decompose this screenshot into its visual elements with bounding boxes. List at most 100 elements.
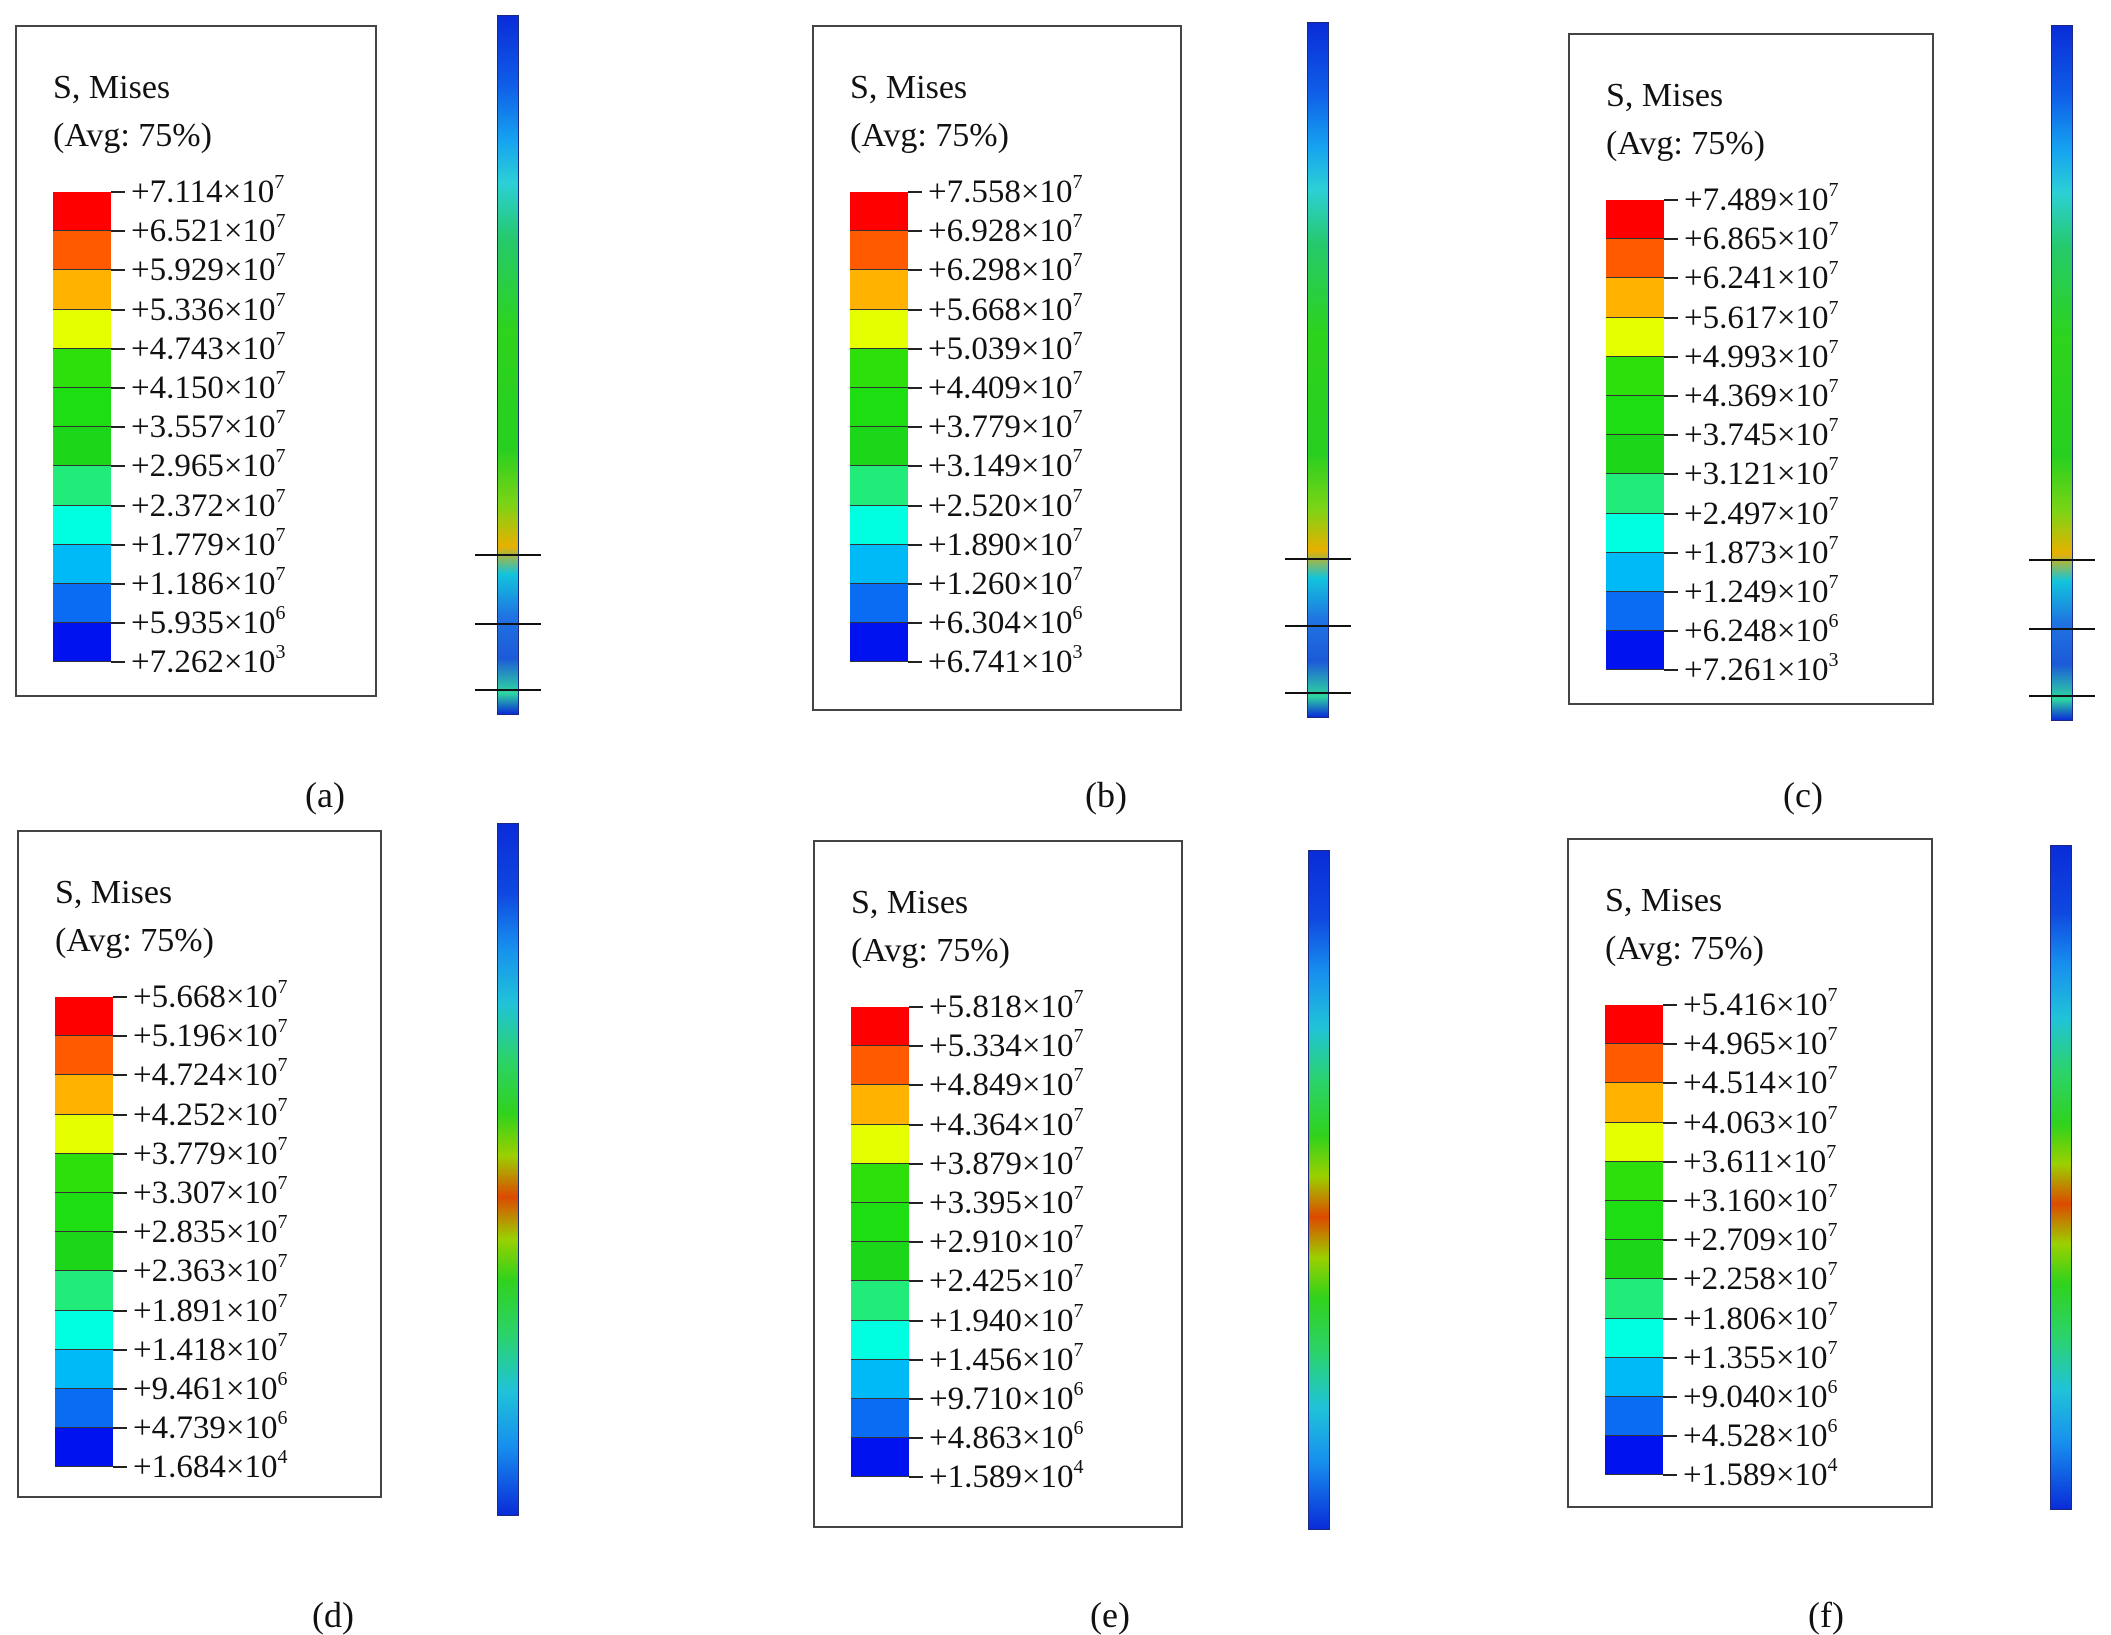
- legend-value-label: +4.993×107: [1684, 335, 1839, 375]
- legend-value-label: +3.307×107: [133, 1172, 288, 1211]
- legend-tick: [1664, 434, 1678, 437]
- color-swatch: [55, 1271, 113, 1311]
- legend-value-label: +5.929×107: [131, 249, 286, 289]
- legend-title: S, Mises: [1605, 882, 1723, 919]
- color-swatch: [53, 427, 111, 467]
- legend-tick: [909, 1045, 923, 1048]
- color-swatch: [1606, 278, 1664, 318]
- legend-value-label: +4.528×106: [1683, 1415, 1838, 1455]
- section-line: [475, 622, 541, 625]
- panel-caption: (d): [312, 1595, 354, 1635]
- legend-tick: [1663, 1317, 1677, 1320]
- section-line: [2029, 558, 2095, 561]
- legend-value-label: +6.248×106: [1684, 610, 1839, 650]
- legend-value-label: +2.425×107: [929, 1260, 1084, 1300]
- color-swatch: [851, 1203, 909, 1243]
- color-swatch: [1605, 1044, 1663, 1084]
- legend-box: S, Mises (Avg: 75%) +5.668×107 +5.196×107 +4…: [17, 830, 382, 1498]
- color-swatch: [1606, 435, 1664, 475]
- legend-tick: [113, 1152, 127, 1155]
- color-swatch: [1606, 200, 1664, 240]
- color-swatch: [1605, 1240, 1663, 1280]
- color-swatch: [851, 1399, 909, 1439]
- color-swatch: [850, 348, 908, 388]
- color-swatch: [53, 270, 111, 310]
- legend-value-label: +5.334×107: [929, 1025, 1084, 1065]
- legend-value-label: +1.940×107: [929, 1299, 1084, 1339]
- legend-tick: [1663, 1121, 1677, 1124]
- legend-value-label: +1.418×107: [133, 1328, 288, 1368]
- color-swatch: [1606, 317, 1664, 357]
- legend-tick: [909, 1437, 923, 1440]
- legend-tick: [1663, 1160, 1677, 1163]
- legend-value-label: +6.928×107: [928, 210, 1083, 250]
- legend-value-label: +1.890×107: [928, 523, 1083, 563]
- legend-title: S, Mises: [850, 69, 968, 106]
- legend-value-label: +9.710×106: [929, 1378, 1084, 1417]
- legend-value-label: +2.363×107: [133, 1250, 288, 1290]
- legend-tick: [1664, 316, 1678, 319]
- legend-value-label: +4.063×107: [1683, 1101, 1838, 1141]
- legend-tick: [111, 269, 125, 272]
- color-swatch: [1606, 356, 1664, 396]
- legend-tick: [909, 1476, 923, 1479]
- legend-tick: [908, 504, 922, 507]
- legend-value-label: +3.395×107: [929, 1182, 1084, 1221]
- legend-subtitle: (Avg: 75%): [851, 932, 1010, 969]
- color-swatch: [53, 231, 111, 271]
- legend-tick: [113, 1231, 127, 1234]
- legend-tick: [909, 1123, 923, 1126]
- color-bar: [1606, 200, 1664, 671]
- legend-tick: [908, 661, 922, 664]
- section-line: [1285, 557, 1351, 560]
- legend-value-label: +4.409×107: [928, 367, 1083, 406]
- color-swatch: [850, 505, 908, 545]
- color-swatch: [1606, 474, 1664, 514]
- color-swatch: [53, 348, 111, 388]
- legend-tick: [1663, 1396, 1677, 1398]
- legend-value-label: +1.355×107: [1683, 1336, 1838, 1376]
- legend-tick: [1663, 1004, 1677, 1006]
- color-swatch: [1605, 1357, 1663, 1397]
- legend-value-label: +1.186×107: [131, 563, 286, 602]
- legend-value-label: +4.150×107: [131, 367, 286, 406]
- legend-tick: [113, 1192, 127, 1194]
- legend-tick: [113, 1388, 127, 1390]
- section-line: [2029, 694, 2095, 697]
- legend-value-label: +1.684×104: [133, 1446, 288, 1486]
- legend-tick: [1664, 238, 1678, 241]
- legend-tick: [111, 583, 125, 585]
- legend-tick: [908, 465, 922, 468]
- legend-tick: [1663, 1043, 1677, 1046]
- legend-value-label: +3.121×107: [1684, 453, 1839, 493]
- legend-tick: [111, 661, 125, 664]
- panel-caption: (b): [1085, 775, 1127, 815]
- legend-tick: [909, 1358, 923, 1361]
- legend-value-label: +5.935×106: [131, 602, 286, 642]
- color-swatch: [1605, 1436, 1663, 1476]
- legend-tick: [909, 1084, 923, 1087]
- legend-value-label: +6.865×107: [1684, 218, 1839, 258]
- legend-tick: [1664, 551, 1678, 554]
- legend-tick: [113, 1270, 127, 1273]
- legend-tick: [113, 1309, 127, 1312]
- color-swatch: [1606, 631, 1664, 671]
- legend-tick: [1664, 355, 1678, 358]
- color-swatch: [53, 544, 111, 584]
- color-swatch: [55, 1232, 113, 1272]
- legend-value-label: +3.160×107: [1683, 1180, 1838, 1219]
- color-swatch: [55, 1114, 113, 1154]
- legend-value-label: +7.261×103: [1684, 649, 1839, 689]
- color-swatch: [55, 1428, 113, 1468]
- color-swatch: [850, 270, 908, 310]
- legend-value-label: +4.965×107: [1683, 1023, 1838, 1063]
- legend-box: S, Mises (Avg: 75%) +7.489×107 +6.865×107 +6…: [1568, 33, 1934, 705]
- legend-value-label: +2.835×107: [133, 1211, 288, 1251]
- color-swatch: [1606, 396, 1664, 436]
- color-swatch: [1606, 513, 1664, 553]
- color-swatch: [851, 1359, 909, 1399]
- legend-tick: [111, 426, 125, 429]
- color-swatch: [851, 1085, 909, 1125]
- legend-value-label: +5.196×107: [133, 1015, 288, 1055]
- color-swatch: [851, 1163, 909, 1203]
